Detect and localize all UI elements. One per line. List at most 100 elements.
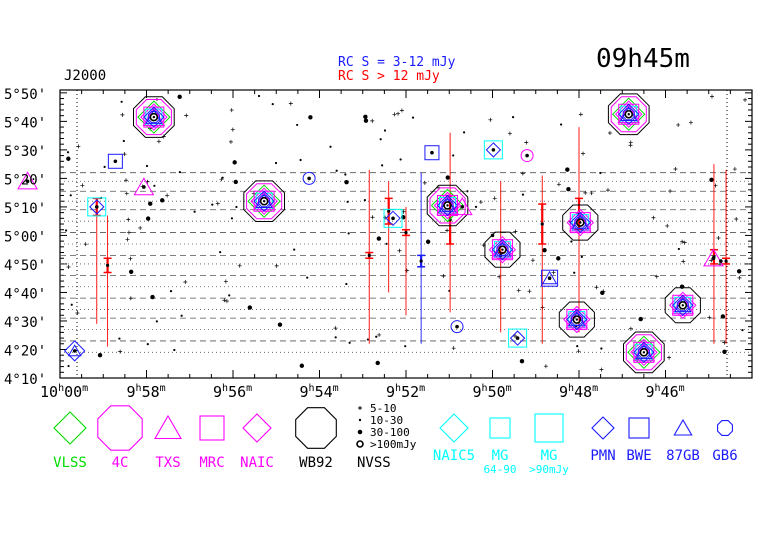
x-tick-label: 9h52m (386, 383, 425, 401)
nvss-dot-5-10 (222, 298, 227, 303)
nvss-dot-10-30 (235, 205, 238, 209)
small-source (302, 171, 316, 185)
nvss-dot-30-100 (232, 160, 237, 165)
legend-wb92-label: WB92 (299, 455, 333, 471)
txs-triangle (451, 197, 473, 216)
small-source (520, 149, 534, 163)
naic-diamond (566, 208, 595, 237)
bright-source (562, 204, 599, 241)
nvss-dot-5-10 (543, 364, 548, 369)
bright-source (607, 93, 650, 136)
txs-triangle (703, 248, 724, 267)
nvss-dot-5-10 (654, 274, 659, 279)
nvss-center (579, 221, 582, 224)
nvss-dot-30-100 (66, 156, 71, 161)
nvss-dot-5-10 (581, 151, 586, 156)
nvss-dot-5-10 (578, 112, 583, 117)
bright-source (484, 231, 521, 268)
nvss-dot-10-30 (153, 184, 156, 187)
nvss-dot-5-10 (688, 120, 693, 125)
nvss-center (575, 318, 579, 321)
nvss-dot-30-100 (247, 305, 253, 310)
nvss-point (719, 259, 723, 263)
nvss-point (455, 324, 459, 329)
nvss-bright-circle (624, 109, 634, 119)
rc-bar-strong-center (367, 253, 371, 257)
pmn-diamond (385, 210, 401, 227)
nvss-dot-30-100 (376, 236, 382, 241)
nvss-dot-5-10 (404, 268, 409, 273)
naic-circle (520, 149, 534, 163)
nvss-dot-5-10 (556, 182, 561, 187)
legend-87gb-symbol (673, 418, 693, 436)
nvss-key-5-10 (358, 406, 362, 410)
catalog-legend: VLSS 4C TXS MRC NAIC WB92 5-1010-3030-100>100m… (53, 402, 738, 476)
4c-octagon (246, 183, 283, 220)
rc-bar-strong-center (105, 263, 110, 267)
nvss-center (446, 204, 449, 207)
nvss-point-sources (64, 94, 748, 372)
nvss-dot-10-30 (573, 271, 576, 274)
nvss-dot-10-30 (211, 203, 214, 206)
nvss-dot-10-30 (155, 320, 158, 323)
naic-diamond (250, 187, 278, 215)
nvss-dot-30-100 (177, 94, 182, 100)
nvss-dot-10-30 (173, 348, 176, 352)
nvss-dot-5-10 (668, 189, 673, 194)
nvss-dot-5-10 (734, 217, 739, 221)
nvss-dot-5-10 (737, 275, 742, 280)
x-tick-label: 9h54m (300, 383, 339, 401)
nvss-dot-10-30 (66, 151, 70, 154)
rc-legend-weak: RC S = 3-12 mJy (338, 55, 456, 70)
nvss-dot-5-10 (120, 112, 125, 117)
wb92-octagon (562, 204, 599, 241)
nvss-dot-10-30 (466, 190, 469, 193)
nvss-dot-5-10 (530, 258, 535, 263)
nvss-dot-10-30 (474, 205, 478, 208)
small-source (450, 320, 464, 334)
legend-mrc-symbol (199, 415, 225, 441)
nvss-center (681, 304, 684, 307)
nvss-dot-5-10 (288, 101, 293, 106)
small-source (87, 197, 107, 217)
nvss-dot-10-30 (178, 170, 181, 174)
nvss-dot-10-30 (385, 242, 388, 245)
txs-triangle (133, 177, 155, 196)
nvss-dot-10-30 (122, 139, 125, 143)
x-tick-label: 9h58m (127, 383, 166, 401)
rc-bar-strong-center (387, 209, 391, 213)
nvss-center (627, 113, 630, 116)
nvss-dot-10-30 (69, 194, 72, 197)
nvss-dot-30-100 (565, 167, 570, 172)
nvss-dot-5-10 (219, 177, 224, 182)
y-tick-label: 5°20' (4, 172, 46, 188)
nvss-dot-5-10 (716, 235, 721, 240)
wb92-octagon (484, 231, 521, 268)
pmn-diamond (485, 142, 502, 158)
nvss-dot-5-10 (224, 299, 229, 304)
nvss-dot-10-30 (404, 345, 407, 348)
small-source (508, 328, 528, 348)
y-tick-label: 5°10' (4, 201, 46, 217)
nvss-dot-30-100 (308, 115, 313, 120)
small-source (133, 177, 155, 196)
pmn-diamond (63, 340, 86, 362)
nvss-dot-30-100 (720, 314, 726, 319)
pmn-diamond (569, 211, 592, 234)
nvss-point (515, 336, 520, 340)
nvss-center (262, 200, 266, 203)
nvss-point (490, 233, 495, 238)
nvss-dot-10-30 (180, 314, 183, 317)
gb6-circle (450, 320, 464, 334)
nvss-dot-10-30 (346, 200, 349, 203)
nvss-point (391, 216, 395, 221)
bwe-square (424, 145, 440, 161)
legend-pmn-label: PMN (590, 448, 615, 464)
pmn-diamond (672, 294, 694, 317)
wb92-octagon (426, 184, 469, 227)
nvss-dot-5-10 (551, 270, 556, 275)
legend-pmn-symbol (591, 416, 615, 440)
axis-tick-labels: 5°50' 5°40' 5°30' 5°20' 5°10' 5°00' 4°50' 4°40'… (4, 87, 685, 401)
nvss-key-label: 30-100 (370, 426, 410, 439)
